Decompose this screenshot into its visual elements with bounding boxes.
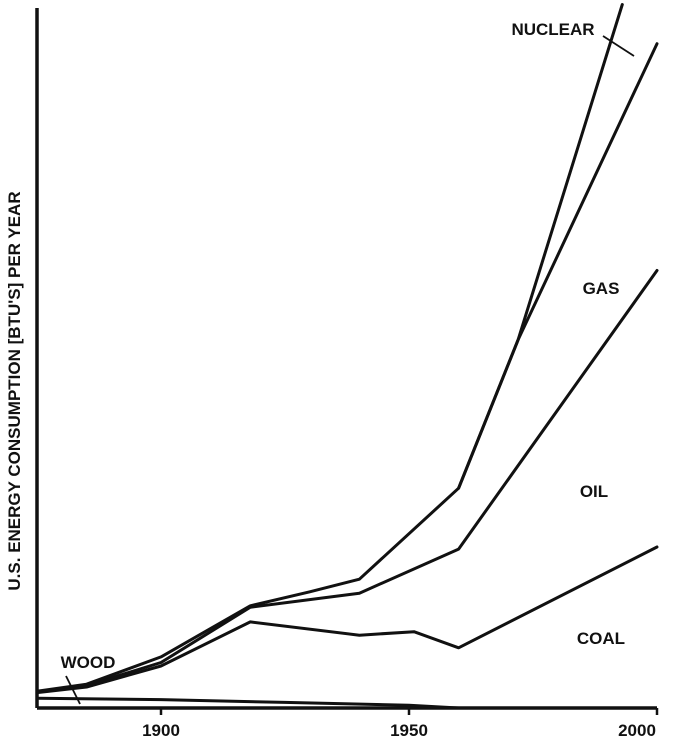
x-tick-label-2: 2000 <box>618 721 656 740</box>
nuclear-boundary-line <box>457 3 624 490</box>
wood-label: WOOD <box>61 653 116 672</box>
oil-label: OIL <box>580 482 608 501</box>
gas-label: GAS <box>583 279 620 298</box>
leader-lines <box>65 35 635 705</box>
coal-label: COAL <box>577 629 625 648</box>
nuclear-leader-line <box>602 35 635 57</box>
x-tick-label-0: 1900 <box>142 721 180 740</box>
series-lines <box>35 3 659 710</box>
x-tick-label-1: 1950 <box>390 721 428 740</box>
wood-leader-line <box>65 675 81 705</box>
y-axis-label: U.S. ENERGY CONSUMPTION [BTU'S] PER YEAR <box>5 191 24 590</box>
nuclear-label: NUCLEAR <box>511 20 594 39</box>
wood-boundary-line <box>35 696 461 710</box>
x-ticks: 1900 1950 2000 <box>142 708 659 740</box>
axes <box>35 8 657 710</box>
oil-boundary-line <box>35 269 659 694</box>
coal-boundary-line <box>35 545 659 695</box>
region-labels: NUCLEAR GAS OIL COAL WOOD <box>61 20 625 672</box>
